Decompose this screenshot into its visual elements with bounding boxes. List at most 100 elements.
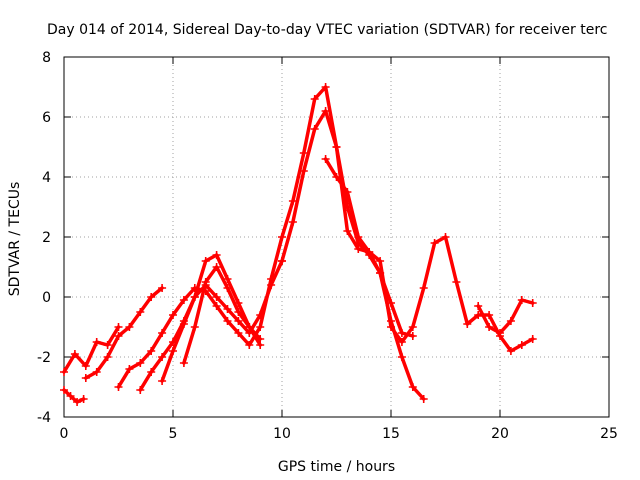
series-track-1: [60, 323, 123, 376]
y-axis-title: SDTVAR / TECUs: [7, 182, 23, 297]
data-point-plus: [288, 218, 297, 226]
data-point-plus: [408, 383, 417, 391]
series-line: [84, 286, 164, 380]
data-point-plus: [136, 386, 145, 394]
data-point-plus: [332, 143, 341, 151]
x-tick-label: 0: [60, 426, 69, 442]
data-point-plus: [517, 341, 526, 349]
data-point-plus: [81, 374, 90, 382]
data-point-plus: [147, 347, 156, 355]
series-track-5: [136, 257, 286, 394]
data-point-plus: [397, 353, 406, 361]
data-point-plus: [73, 398, 82, 406]
data-point-plus: [528, 299, 537, 307]
data-point-plus: [343, 227, 352, 235]
data-point-plus: [288, 197, 297, 205]
data-point-plus: [212, 293, 221, 301]
data-point-plus: [190, 293, 199, 301]
data-point-plus: [354, 233, 363, 241]
data-point-plus: [114, 332, 123, 340]
grid: [64, 57, 609, 417]
data-point-plus: [147, 368, 156, 376]
data-point-plus: [169, 311, 177, 319]
series-track-10: [474, 296, 537, 337]
x-tick-label: 25: [600, 426, 618, 442]
series-line: [280, 109, 426, 401]
data-point-plus: [256, 311, 265, 319]
data-point-plus: [506, 347, 515, 355]
series-track-6: [158, 251, 265, 385]
data-point-plus: [212, 263, 221, 271]
data-point-plus: [60, 368, 68, 376]
series-line: [62, 325, 121, 374]
axis-ticks: [63, 56, 610, 418]
data-point-plus: [321, 155, 330, 163]
data-point-plus: [267, 281, 276, 289]
data-point-plus: [223, 284, 232, 292]
data-point-plus: [60, 386, 68, 394]
data-point-plus: [506, 317, 515, 325]
y-tick-label: -2: [37, 350, 51, 366]
data-point-plus: [321, 107, 330, 115]
data-point-plus: [430, 239, 439, 247]
chart-title: Day 014 of 2014, Sidereal Day-to-day VTE…: [47, 22, 607, 38]
data-point-plus: [201, 257, 210, 265]
series-line: [323, 157, 415, 338]
x-tick-label: 15: [382, 426, 400, 442]
data-point-plus: [474, 311, 483, 319]
data-point-plus: [408, 323, 417, 331]
data-point-plus: [278, 257, 286, 265]
data-point-plus: [212, 251, 221, 259]
data-point-plus: [223, 275, 232, 283]
data-point-plus: [517, 296, 526, 304]
data-point-plus: [365, 248, 374, 256]
data-point-plus: [179, 359, 188, 367]
data-point-plus: [179, 296, 188, 304]
data-point-plus: [485, 323, 494, 331]
data-point-plus: [66, 392, 75, 400]
data-point-plus: [223, 305, 232, 313]
y-tick-labels: -4 -2 0 2 4 6 8: [37, 50, 51, 426]
data-point-plus: [179, 320, 188, 328]
data-point-plus: [169, 347, 177, 355]
data-point-plus: [136, 308, 145, 316]
y-tick-label: 4: [42, 170, 51, 186]
series-track-3: [81, 284, 167, 382]
data-point-plus: [158, 284, 167, 292]
series-line: [138, 259, 284, 392]
data-point-plus: [310, 125, 319, 133]
data-point-plus: [419, 284, 428, 292]
data-point-plus: [376, 257, 385, 265]
data-point-plus: [158, 329, 167, 337]
data-point-plus: [234, 317, 243, 325]
data-point-plus: [103, 341, 112, 349]
data-point-plus: [136, 359, 145, 367]
data-point-plus: [485, 311, 494, 319]
data-point-plus: [158, 353, 167, 361]
data-point-plus: [474, 302, 483, 310]
data-point-plus: [299, 167, 308, 175]
data-point-plus: [496, 329, 504, 337]
series-track-8: [278, 107, 428, 403]
data-point-plus: [332, 173, 341, 181]
data-point-plus: [103, 353, 112, 361]
data-point-plus: [376, 269, 385, 277]
data-point-plus: [201, 278, 210, 286]
data-point-plus: [245, 341, 254, 349]
data-point-plus: [441, 233, 450, 241]
data-point-plus: [310, 95, 319, 103]
series-track-7: [179, 263, 265, 367]
x-tick-label: 20: [491, 426, 509, 442]
data-point-plus: [528, 335, 537, 343]
data-point-plus: [125, 323, 134, 331]
data-point-plus: [256, 335, 265, 343]
data-point-plus: [408, 332, 417, 340]
series-line: [160, 253, 262, 383]
series-track-9: [321, 155, 417, 340]
data-point-plus: [397, 338, 406, 346]
series-track-4: [114, 83, 537, 391]
data-point-plus: [125, 365, 134, 373]
data-point-plus: [463, 320, 472, 328]
data-point-plus: [234, 308, 243, 316]
